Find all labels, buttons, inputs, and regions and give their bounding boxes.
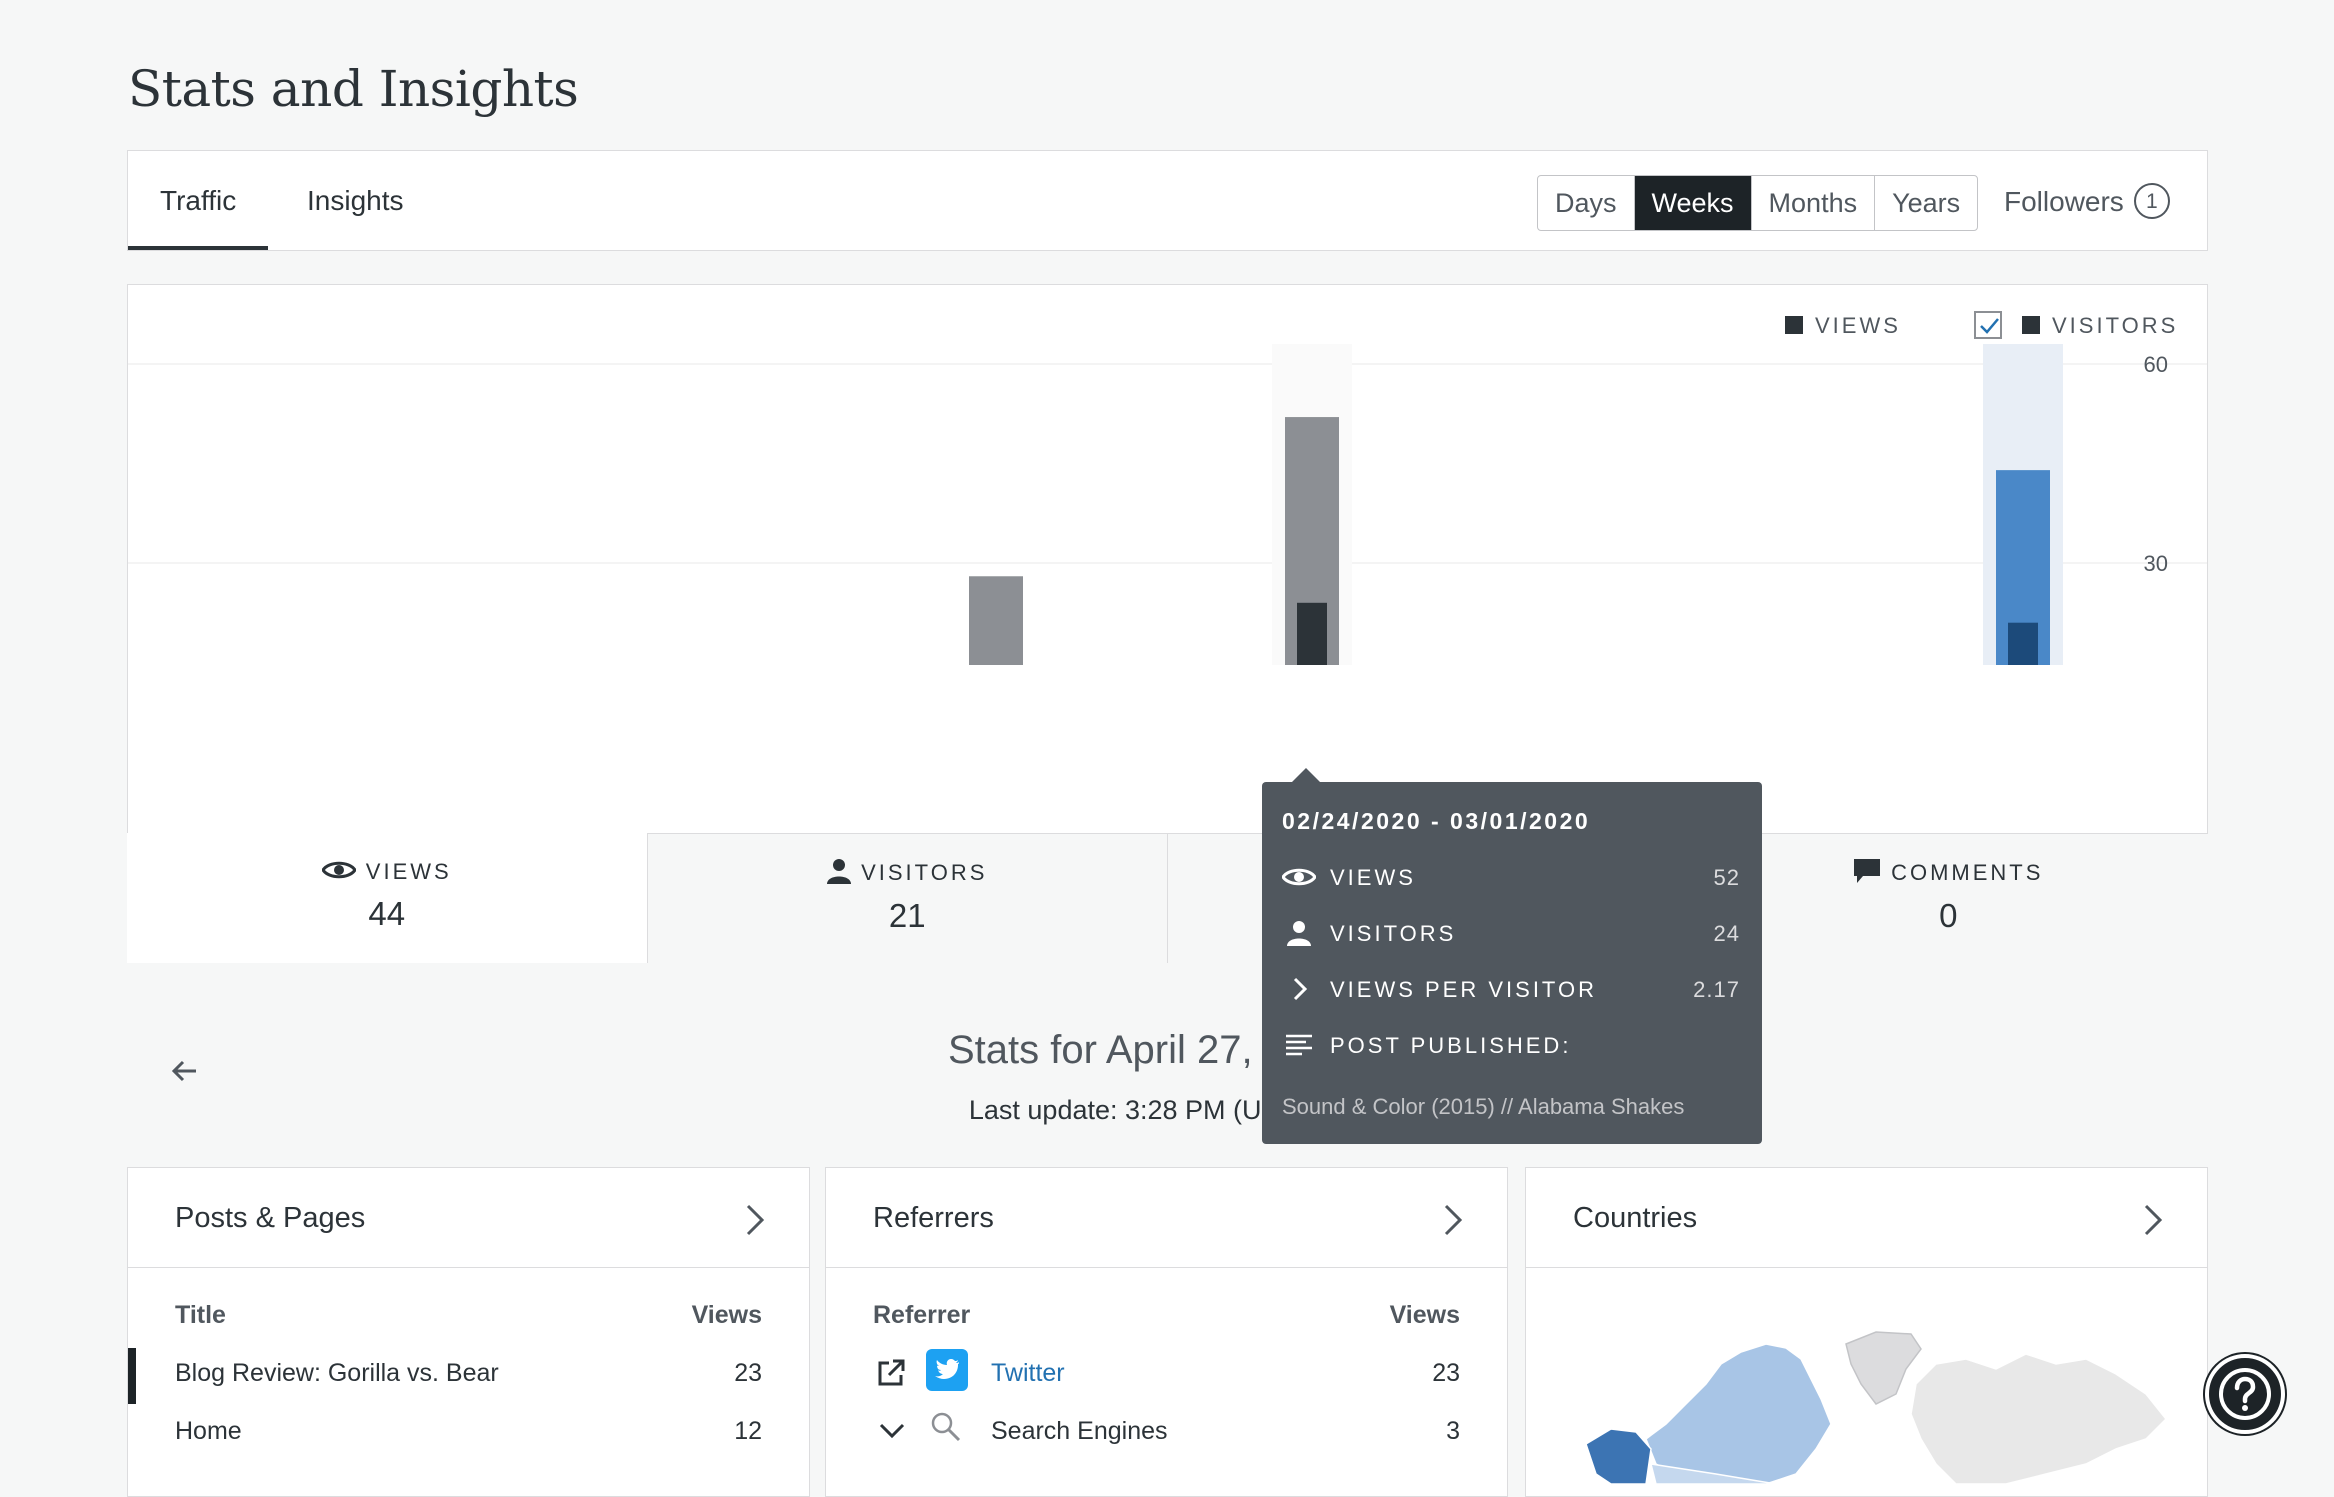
posts-col-title: Title [175, 1301, 226, 1329]
countries-panel: Countries [1525, 1167, 2208, 1497]
summary-views[interactable]: VIEWS 44 [127, 833, 648, 963]
summary-views-label: VIEWS [365, 859, 452, 884]
chart-tooltip: 02/24/2020 - 03/01/2020 VIEWS 52 VISITORS… [1262, 768, 1762, 1144]
bar-chart: 60300Apr 27 [128, 344, 2207, 665]
countries-title: Countries [1573, 1202, 1698, 1234]
chevron-right-icon [1293, 978, 1308, 1001]
tooltip-row-visitors: VISITORS 24 [1282, 919, 1740, 949]
page-title: Stats and Insights [128, 60, 579, 118]
tooltip-views-value: 52 [1713, 865, 1740, 890]
chevron-down-icon[interactable] [878, 1420, 906, 1442]
stats-for-title: Stats for April 27, 2020 – [947, 1028, 1387, 1072]
help-icon [2219, 1368, 2271, 1420]
legend-visitors[interactable]: VISITORS [1974, 311, 2179, 341]
tooltip-row-post-published: POST PUBLISHED: [1282, 1031, 1740, 1061]
eye-icon [1281, 868, 1317, 886]
visitors-bar [1297, 602, 1327, 665]
tooltip-post-title[interactable]: Sound & Color (2015) // Alabama Shakes [1282, 1094, 1685, 1119]
back-arrow-icon[interactable] [170, 1056, 200, 1091]
period-weeks-button[interactable]: Weeks [1633, 176, 1751, 230]
summary-visitors-value: 21 [888, 897, 926, 935]
summary-visitors[interactable]: VISITORS 21 [647, 833, 1168, 963]
posts-pages-panel: Posts & Pages Title Views Blog Review: G… [127, 1167, 810, 1497]
referrers-panel: Referrers Referrer Views Twitter 23 Sear… [825, 1167, 1508, 1497]
tooltip-vpv-value: 2.17 [1693, 977, 1740, 1002]
period-selector: Days Weeks Months Years [1537, 175, 1979, 231]
y-tick-label: 30 [2144, 551, 2168, 576]
summary-comments-value: 0 [1939, 897, 1958, 935]
post-row-views: 12 [734, 1417, 762, 1445]
period-days-button[interactable]: Days [1555, 188, 1617, 218]
legend-visitors-label: VISITORS [2052, 313, 2179, 338]
tooltip-arrow [1292, 768, 1320, 782]
person-icon [827, 859, 852, 885]
period-months-button[interactable]: Months [1750, 176, 1875, 230]
last-update-text: Last update: 3:28 PM (Updates e [968, 1095, 1366, 1125]
summary-tabs: VIEWS 44 VISITORS 21 COMMENTS 0 [127, 833, 2208, 963]
summary-visitors-label: VISITORS [861, 860, 988, 885]
post-row-views: 23 [734, 1359, 762, 1387]
views-swatch-icon [1785, 316, 1803, 335]
visitors-bar [2008, 622, 2038, 665]
posts-pages-header[interactable]: Posts & Pages [128, 1168, 809, 1268]
referrers-header[interactable]: Referrers [826, 1168, 1507, 1268]
map-alaska [1585, 1428, 1652, 1484]
summary-views-value: 44 [368, 895, 406, 932]
tooltip-post-label: POST PUBLISHED: [1330, 1033, 1572, 1058]
followers-label: Followers [2004, 186, 2124, 217]
referrer-row-title[interactable]: Search Engines [991, 1417, 1168, 1445]
chevron-right-icon[interactable] [743, 1204, 767, 1236]
countries-header[interactable]: Countries [1526, 1168, 2207, 1268]
row-selected-indicator [128, 1348, 136, 1404]
tab-traffic[interactable]: Traffic [128, 151, 269, 250]
followers-count-badge: 1 [2133, 182, 2170, 219]
post-row-title[interactable]: Home [175, 1417, 242, 1445]
section-nav: Traffic Insights Days Weeks Months Years… [127, 150, 2208, 251]
external-link-icon[interactable] [876, 1358, 906, 1388]
referrer-row-views: 23 [1432, 1359, 1460, 1387]
views-bar [969, 576, 1023, 665]
legend-views: VIEWS [1785, 313, 1901, 339]
search-icon [931, 1412, 961, 1442]
world-map [1585, 1331, 2168, 1484]
referrer-row-title[interactable]: Twitter [991, 1359, 1065, 1387]
referrer-row-views: 3 [1446, 1417, 1460, 1445]
post-row-title[interactable]: Blog Review: Gorilla vs. Bear [175, 1359, 499, 1387]
tooltip-visitors-value: 24 [1713, 921, 1740, 946]
map-usa [1649, 1463, 1777, 1484]
followers-button[interactable]: Followers 1 [2004, 175, 2170, 229]
visitors-swatch-icon [2022, 316, 2040, 335]
tooltip-vpv-label: VIEWS PER VISITOR [1330, 977, 1597, 1002]
y-tick-label: 60 [2144, 352, 2168, 377]
twitter-icon [926, 1349, 968, 1391]
posts-pages-title: Posts & Pages [175, 1202, 366, 1234]
tooltip-visitors-label: VISITORS [1330, 921, 1457, 946]
chevron-right-icon[interactable] [2141, 1204, 2165, 1236]
legend-views-label: VIEWS [1815, 313, 1901, 338]
tab-insights[interactable]: Insights [307, 185, 404, 216]
person-icon [1287, 921, 1311, 947]
visitors-checkbox[interactable] [1974, 311, 2002, 340]
map-eurasia [1910, 1353, 2168, 1484]
summary-comments-label: COMMENTS [1891, 860, 2044, 885]
help-button[interactable] [2205, 1354, 2285, 1434]
map-canada [1645, 1343, 1832, 1484]
chevron-right-icon[interactable] [1441, 1204, 1465, 1236]
post-icon [1286, 1034, 1312, 1056]
tooltip-row-views-per-visitor: VIEWS PER VISITOR 2.17 [1282, 975, 1740, 1005]
posts-col-views: Views [691, 1301, 762, 1329]
summary-comments[interactable]: COMMENTS 0 [1688, 833, 2208, 963]
tooltip-views-label: VIEWS [1330, 865, 1416, 890]
period-years-button[interactable]: Years [1874, 176, 1977, 230]
tooltip-row-views: VIEWS 52 [1281, 863, 1740, 893]
tooltip-date-range: 02/24/2020 - 03/01/2020 [1282, 808, 1591, 834]
referrers-col-views: Views [1389, 1301, 1460, 1329]
map-greenland [1845, 1331, 1922, 1405]
eye-icon [320, 861, 357, 879]
comment-icon [1854, 859, 1881, 884]
referrers-col-title: Referrer [873, 1301, 971, 1329]
referrers-title: Referrers [873, 1202, 994, 1234]
